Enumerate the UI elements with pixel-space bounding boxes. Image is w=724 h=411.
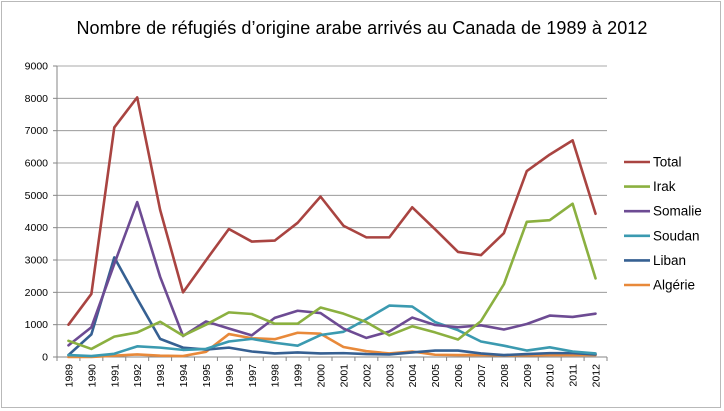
x-tick-label: 2010 xyxy=(545,364,557,388)
series-line-somalie xyxy=(67,200,597,347)
x-tick-label: 2007 xyxy=(476,364,488,388)
legend-label-algerie: Algérie xyxy=(653,278,695,293)
y-tick-label: 4000 xyxy=(25,222,49,234)
x-tick-label: 1996 xyxy=(224,364,236,388)
y-tick-label: 2000 xyxy=(25,287,49,299)
legend-label-soudan: Soudan xyxy=(653,228,700,243)
x-tick-label: 2012 xyxy=(591,364,603,388)
x-tick-label: 2002 xyxy=(361,364,373,388)
y-tick-label: 6000 xyxy=(25,158,49,170)
x-tick-label: 1997 xyxy=(247,364,259,388)
y-tick-label: 3000 xyxy=(25,255,49,267)
legend: Total Irak Somalie Soudan Liban Algérie xyxy=(624,155,702,293)
y-tick-label: 0 xyxy=(42,352,48,364)
y-tick-label: 5000 xyxy=(25,190,49,202)
x-tick-label: 1995 xyxy=(201,364,213,388)
x-tick-label: 2001 xyxy=(338,364,350,388)
y-tick-label: 7000 xyxy=(25,125,49,137)
y-tick-label: 9000 xyxy=(25,61,49,73)
x-tick-label: 1991 xyxy=(109,364,121,388)
legend-label-total: Total xyxy=(653,155,682,170)
series-line-irak xyxy=(67,202,597,351)
x-tick-label: 2003 xyxy=(384,364,396,388)
x-tick-label: 2005 xyxy=(430,364,442,388)
gridlines xyxy=(57,65,607,326)
x-tick-label: 1999 xyxy=(293,364,305,388)
legend-label-liban: Liban xyxy=(653,253,686,268)
x-tick-label: 1993 xyxy=(155,364,167,388)
x-tick-label: 2000 xyxy=(316,364,328,388)
x-tick-label: 2011 xyxy=(568,364,580,387)
tick-labels: 0 1000 2000 3000 4000 5000 6000 7000 8000 9000 198… xyxy=(25,61,603,388)
x-tick-label: 1989 xyxy=(63,364,75,388)
x-tick-label: 1998 xyxy=(270,364,282,388)
x-tick-label: 2004 xyxy=(407,364,419,388)
legend-label-irak: Irak xyxy=(653,179,676,194)
x-tick-label: 1990 xyxy=(86,364,98,388)
x-tick-label: 1992 xyxy=(132,364,144,388)
y-tick-label: 1000 xyxy=(25,319,49,331)
x-tick-label: 2009 xyxy=(522,364,534,388)
x-tick-label: 2008 xyxy=(499,364,511,388)
legend-label-somalie: Somalie xyxy=(653,204,702,219)
series-line-total xyxy=(67,96,597,326)
y-tick-label: 8000 xyxy=(25,93,49,105)
x-tick-label: 1994 xyxy=(178,364,190,388)
series-line-soudan xyxy=(67,304,597,358)
x-tick-label: 2006 xyxy=(453,364,465,388)
series-line-liban xyxy=(67,256,597,357)
series-lines xyxy=(67,96,597,359)
axes xyxy=(53,65,608,361)
chart-title: Nombre de réfugiés d’origine arabe arriv… xyxy=(76,18,648,38)
